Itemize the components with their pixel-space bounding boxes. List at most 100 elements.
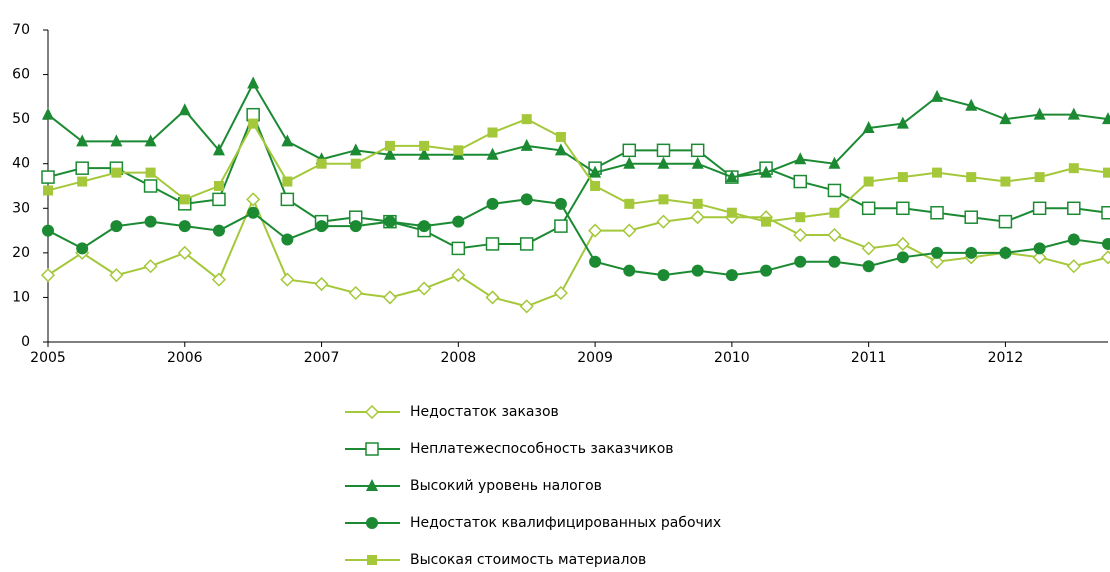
legend-label: Высокая стоимость материалов: [410, 552, 646, 568]
marker: [281, 134, 294, 147]
marker: [657, 269, 670, 282]
marker: [657, 156, 670, 169]
marker: [451, 241, 466, 256]
marker: [931, 89, 944, 102]
marker: [486, 147, 499, 160]
marker: [588, 223, 603, 238]
marker: [145, 167, 156, 178]
marker: [519, 299, 534, 314]
marker: [520, 138, 533, 151]
marker: [43, 185, 53, 196]
marker: [725, 170, 738, 183]
marker: [1067, 201, 1081, 216]
marker: [316, 158, 327, 169]
marker: [966, 172, 977, 183]
marker: [691, 156, 704, 169]
marker: [110, 134, 123, 147]
marker: [419, 140, 430, 151]
marker: [364, 404, 380, 420]
marker: [111, 167, 122, 178]
y-tick-label: 0: [21, 334, 30, 350]
marker: [932, 167, 943, 178]
marker: [76, 134, 89, 147]
marker: [349, 220, 362, 233]
marker: [794, 255, 807, 268]
marker: [144, 134, 157, 147]
marker: [828, 156, 841, 169]
marker: [109, 268, 124, 283]
marker: [862, 260, 875, 273]
marker: [75, 161, 89, 175]
marker: [1067, 233, 1080, 246]
marker: [656, 143, 671, 158]
marker: [143, 259, 158, 274]
marker: [211, 272, 227, 287]
marker: [623, 264, 636, 277]
marker: [77, 176, 88, 187]
marker: [451, 268, 466, 283]
marker: [999, 112, 1012, 125]
marker: [1100, 250, 1110, 265]
marker: [589, 165, 602, 178]
marker: [418, 147, 431, 160]
x-tick-label: 2006: [167, 350, 203, 366]
x-tick-label: 2009: [577, 350, 613, 366]
marker: [350, 158, 361, 169]
marker: [1033, 107, 1046, 120]
marker: [282, 176, 293, 187]
marker: [930, 205, 944, 220]
marker: [998, 214, 1013, 229]
marker: [76, 242, 89, 255]
marker: [1068, 163, 1079, 174]
legend-label: Недостаток квалифицированных рабочих: [410, 515, 721, 531]
marker: [929, 254, 945, 269]
marker: [829, 207, 840, 218]
marker: [280, 272, 295, 287]
marker: [862, 121, 875, 134]
marker: [485, 290, 500, 305]
marker: [40, 268, 56, 283]
marker: [178, 220, 191, 233]
legend-label: Недостаток заказов: [410, 404, 559, 420]
marker: [42, 107, 54, 120]
y-tick-label: 20: [12, 245, 30, 261]
marker: [622, 143, 637, 158]
marker: [590, 181, 601, 191]
marker: [1103, 167, 1110, 178]
y-tick-label: 70: [12, 22, 30, 38]
marker: [315, 220, 328, 233]
marker: [589, 255, 602, 268]
marker: [828, 255, 841, 268]
marker: [553, 285, 568, 301]
marker: [384, 140, 395, 151]
marker: [383, 147, 396, 160]
y-tick-label: 30: [12, 200, 30, 216]
marker: [827, 183, 842, 198]
marker: [486, 197, 499, 210]
marker: [348, 285, 363, 301]
series-line: [47, 118, 1109, 223]
marker: [793, 174, 808, 189]
marker: [1102, 112, 1110, 125]
marker: [212, 143, 225, 156]
marker: [861, 201, 876, 216]
marker: [895, 236, 910, 252]
y-tick-label: 50: [12, 111, 30, 127]
marker: [964, 210, 978, 224]
marker: [212, 192, 226, 207]
marker: [247, 206, 260, 219]
marker: [212, 224, 225, 237]
marker: [110, 220, 123, 233]
marker: [555, 131, 566, 142]
marker: [861, 241, 876, 256]
marker: [382, 290, 397, 305]
marker: [144, 215, 157, 228]
marker: [554, 143, 567, 156]
marker: [213, 181, 224, 191]
marker: [366, 479, 378, 491]
marker: [177, 245, 192, 260]
marker: [42, 224, 54, 237]
marker: [179, 194, 190, 205]
marker: [314, 276, 329, 292]
